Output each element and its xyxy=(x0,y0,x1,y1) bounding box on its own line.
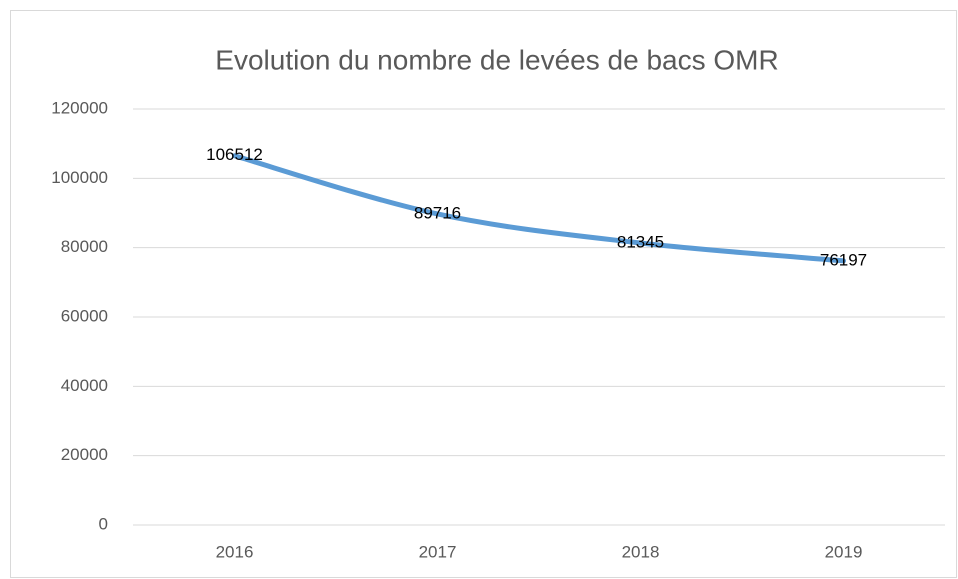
y-tick-label: 60000 xyxy=(61,306,108,325)
y-tick-label: 20000 xyxy=(61,445,108,464)
x-tick-label: 2017 xyxy=(419,542,457,561)
y-tick-label: 80000 xyxy=(61,237,108,256)
data-label: 76197 xyxy=(820,250,867,269)
y-tick-label: 40000 xyxy=(61,376,108,395)
x-tick-label: 2016 xyxy=(216,542,254,561)
data-label: 81345 xyxy=(617,232,664,251)
line-series xyxy=(232,153,846,264)
y-tick-label: 120000 xyxy=(51,98,108,117)
data-label: 89716 xyxy=(414,203,461,222)
x-tick-label: 2019 xyxy=(825,542,863,561)
chart-border xyxy=(10,10,957,578)
chart-title: Evolution du nombre de levées de bacs OM… xyxy=(215,44,778,75)
data-label: 106512 xyxy=(206,145,263,164)
y-tick-label: 100000 xyxy=(51,168,108,187)
x-tick-label: 2018 xyxy=(622,542,660,561)
y-tick-label: 0 xyxy=(99,514,108,533)
